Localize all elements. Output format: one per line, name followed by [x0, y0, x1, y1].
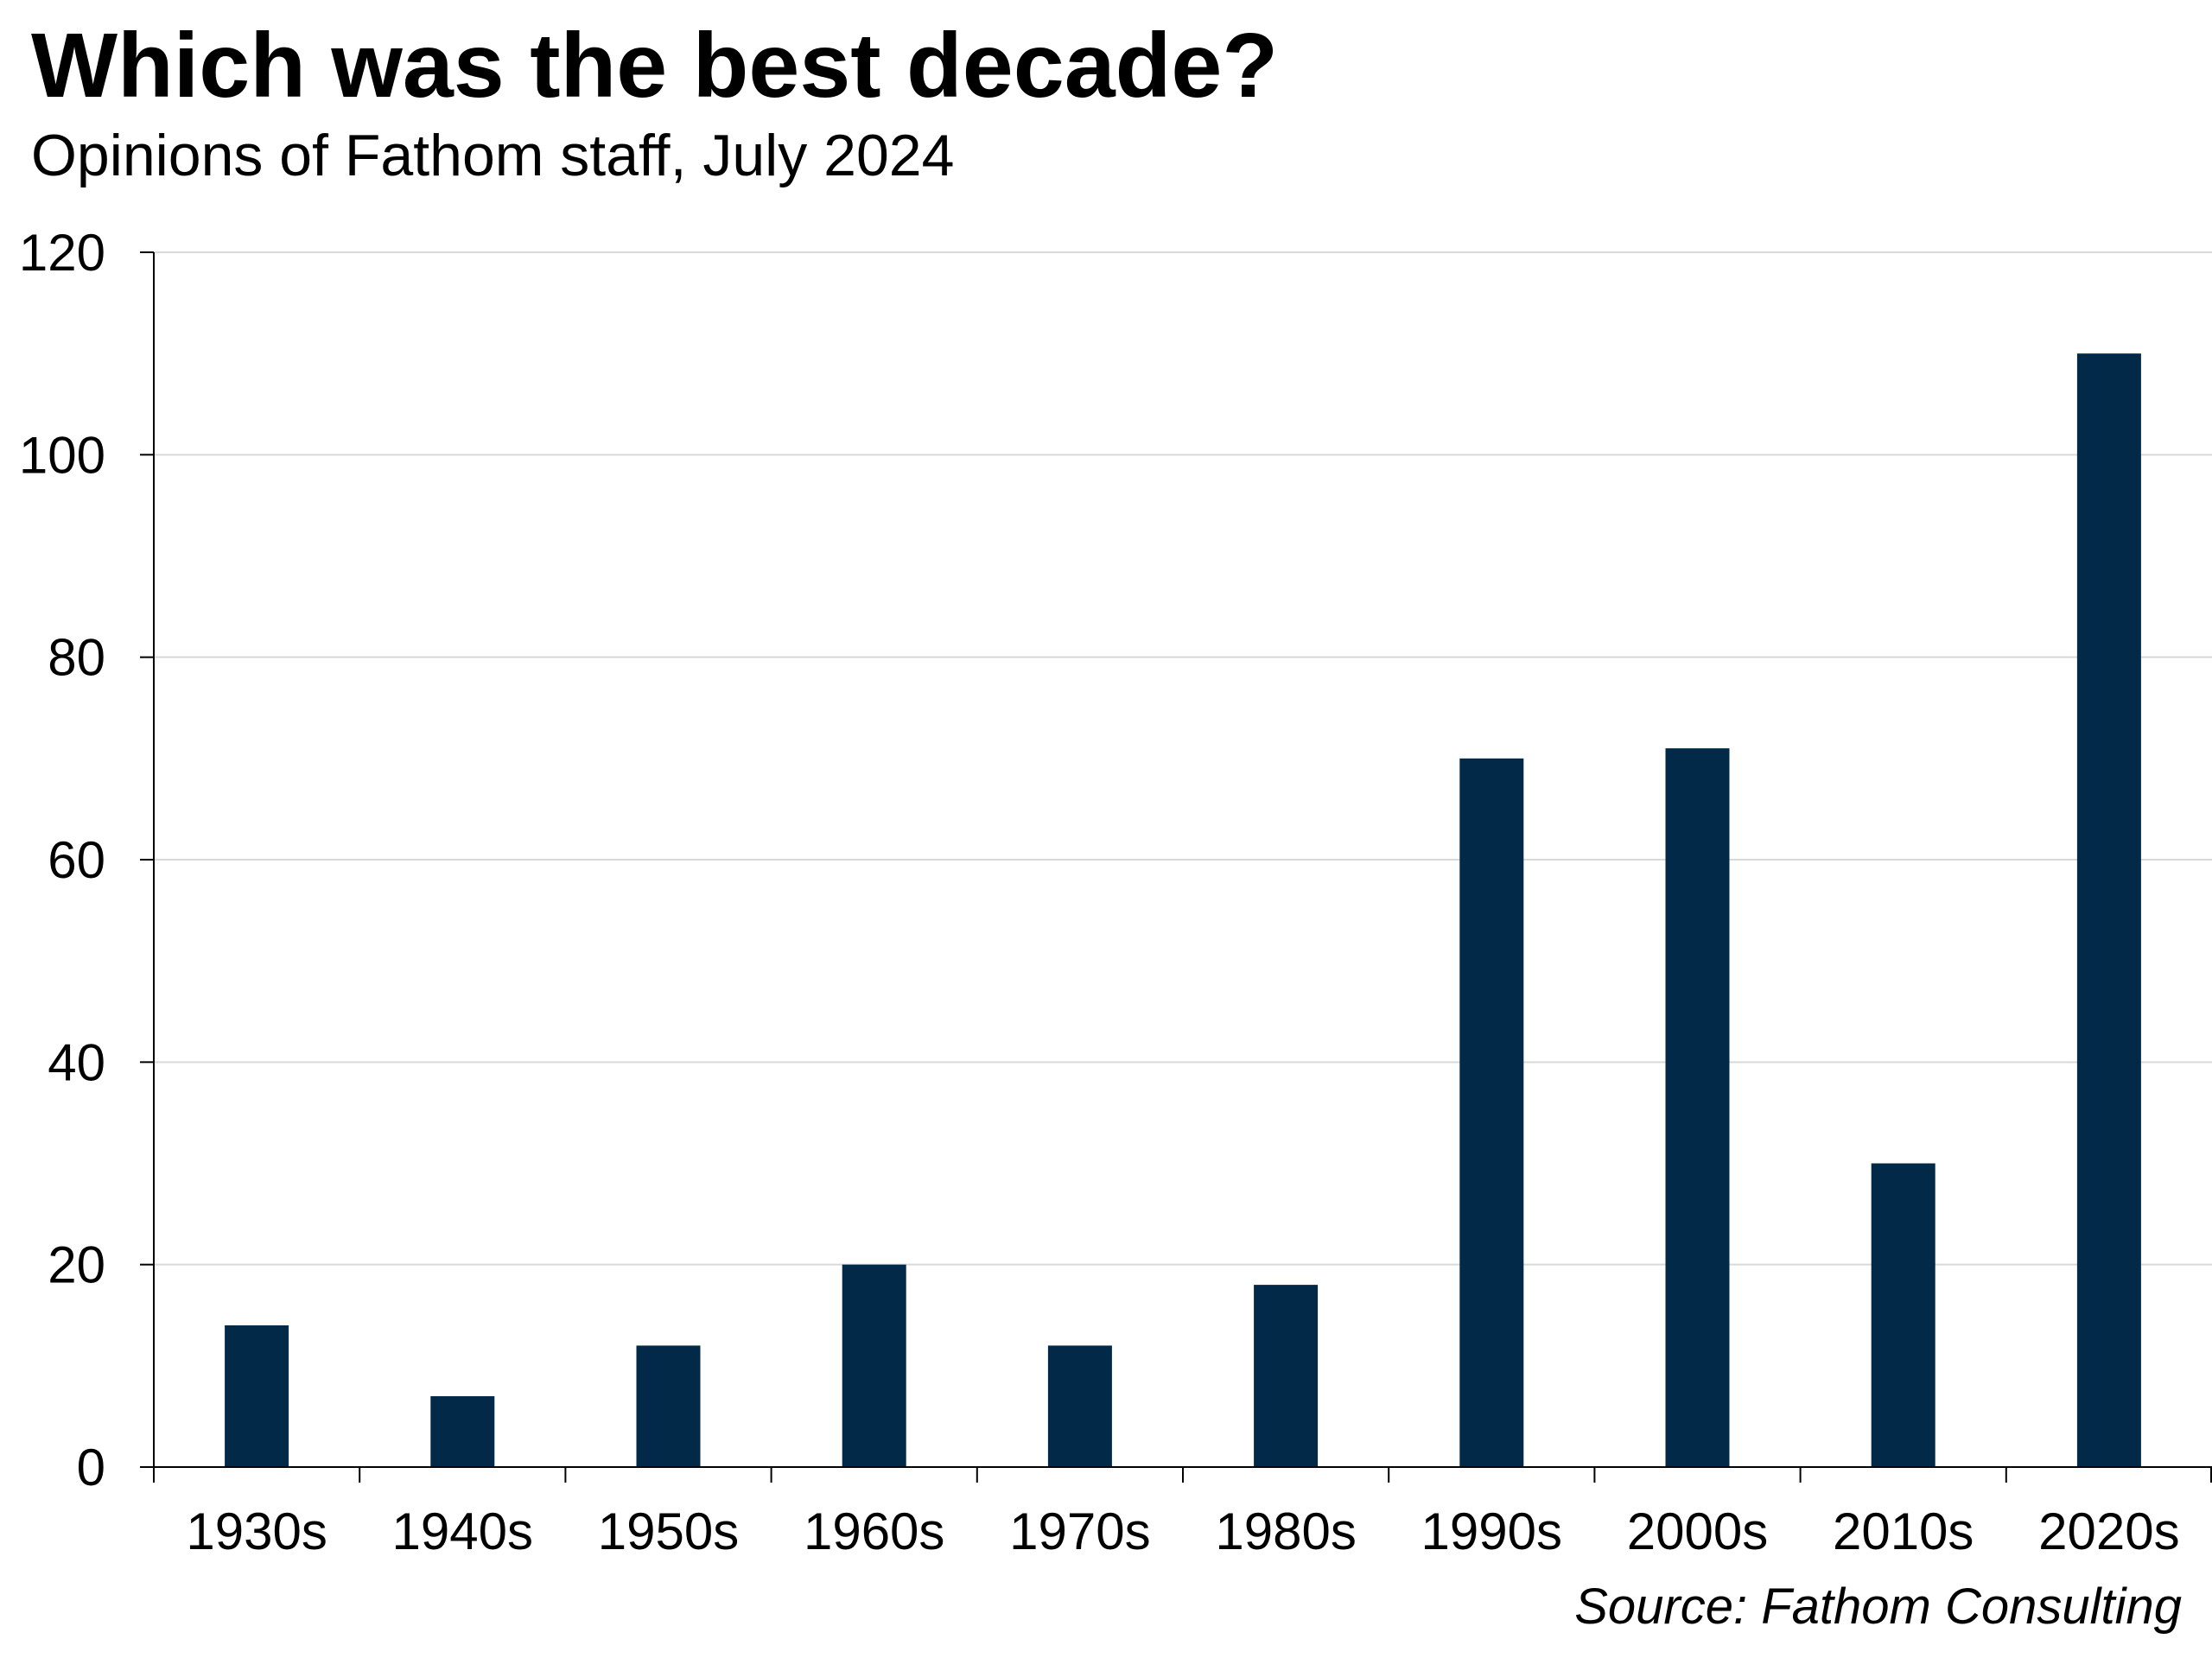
x-tick-label: 1950s	[598, 1502, 739, 1560]
bar-2000s	[1665, 748, 1730, 1467]
bar-1960s	[842, 1264, 906, 1467]
x-tick-label: 1930s	[186, 1502, 327, 1560]
source-note: Source: Fathom Consulting	[1574, 1579, 2182, 1635]
y-tick-label: 40	[48, 1033, 105, 1091]
axes	[140, 251, 2212, 1483]
y-tick-label: 80	[48, 629, 105, 687]
bars	[225, 353, 2141, 1468]
x-tick-label: 2010s	[1833, 1502, 1974, 1560]
y-tick-label: 100	[19, 426, 105, 484]
x-tick-label: 2000s	[1627, 1502, 1768, 1560]
chart-title: Which was the best decade?	[31, 15, 1279, 117]
y-tick-label: 20	[48, 1236, 105, 1294]
bar-2020s	[2076, 353, 2141, 1468]
y-tick-labels: 0 20 40 60 80 100 120	[19, 224, 105, 1496]
bar-1950s	[636, 1345, 701, 1467]
y-tick-label: 0	[77, 1439, 105, 1496]
x-tick-label: 1990s	[1421, 1502, 1562, 1560]
x-tick-label: 1960s	[804, 1502, 944, 1560]
x-tick-label: 1940s	[392, 1502, 533, 1560]
x-tick-label: 1980s	[1215, 1502, 1356, 1560]
bar-1930s	[225, 1324, 289, 1467]
bar-1980s	[1254, 1285, 1319, 1467]
bar-1970s	[1047, 1345, 1112, 1467]
y-tick-label: 120	[19, 224, 105, 282]
gridlines	[154, 251, 2212, 1266]
bar-1940s	[430, 1395, 495, 1467]
y-tick-label: 60	[48, 831, 105, 889]
x-tick-label: 1970s	[1009, 1502, 1150, 1560]
bar-2010s	[1871, 1163, 1936, 1467]
bar-1990s	[1459, 758, 1524, 1467]
x-tick-label: 2020s	[2038, 1502, 2179, 1560]
chart-subtitle: Opinions of Fathom staff, July 2024	[31, 123, 955, 188]
x-tick-labels: 1930s 1940s 1950s 1960s 1970s 1980s 1990s 2000s…	[186, 1502, 2179, 1560]
